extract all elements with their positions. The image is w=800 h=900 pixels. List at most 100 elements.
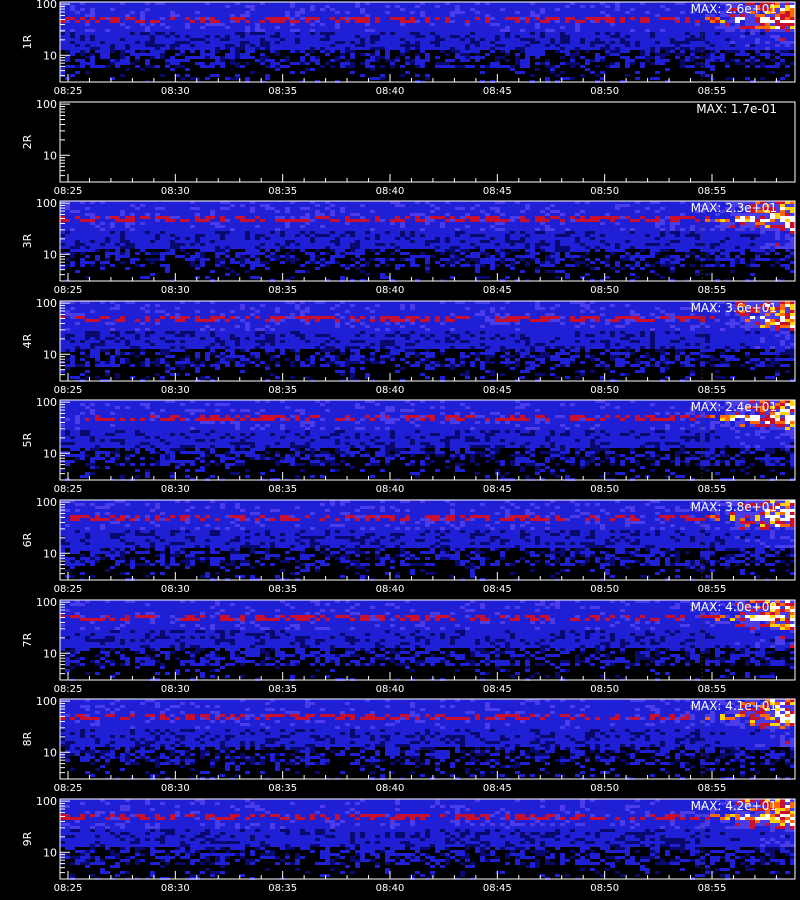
heatmap-cell	[410, 213, 415, 216]
heatmap-cell	[415, 59, 420, 62]
heatmap-cell	[575, 62, 580, 65]
heatmap-cell	[470, 5, 475, 8]
heatmap-cell	[170, 62, 175, 65]
heatmap-cell	[745, 222, 750, 225]
heatmap-cell	[705, 53, 710, 56]
heatmap-cell	[785, 17, 790, 20]
heatmap-cell	[75, 23, 80, 26]
heatmap-cell	[370, 59, 375, 62]
heatmap-cell	[530, 225, 535, 228]
heatmap-cell	[640, 62, 645, 65]
heatmap-cell	[270, 41, 275, 44]
heatmap-cell	[250, 56, 255, 59]
heatmap-cell	[600, 29, 605, 32]
heatmap-cell	[750, 56, 755, 59]
heatmap-cell	[675, 38, 680, 41]
heatmap-cell	[595, 11, 600, 14]
heatmap-cell	[500, 5, 505, 8]
heatmap-cell	[260, 32, 265, 35]
heatmap-cell	[115, 8, 120, 11]
heatmap-cell	[150, 29, 155, 32]
heatmap-cell	[475, 225, 480, 228]
heatmap-cell	[590, 8, 595, 11]
heatmap-cell	[740, 35, 745, 38]
heatmap-cell	[125, 210, 130, 213]
heatmap-cell	[575, 41, 580, 44]
heatmap-cell	[760, 44, 765, 47]
heatmap-cell	[215, 225, 220, 228]
heatmap-cell	[105, 65, 110, 68]
heatmap-cell	[65, 11, 70, 14]
heatmap-cell	[230, 237, 235, 240]
heatmap-cell	[230, 20, 235, 23]
heatmap-cell	[95, 11, 100, 14]
heatmap-cell	[440, 17, 445, 20]
heatmap-cell	[780, 26, 785, 29]
heatmap-cell	[220, 29, 225, 32]
heatmap-cell	[725, 231, 730, 234]
heatmap-cell	[160, 35, 165, 38]
heatmap-cell	[345, 14, 350, 17]
heatmap-cell	[305, 23, 310, 26]
heatmap-cell	[420, 216, 425, 219]
heatmap-cell	[340, 225, 345, 228]
heatmap-cell	[150, 53, 155, 56]
heatmap-cell	[265, 20, 270, 23]
heatmap-cell	[755, 234, 760, 237]
heatmap-cell	[460, 32, 465, 35]
heatmap-cell	[155, 213, 160, 216]
heatmap-cell	[775, 219, 780, 222]
heatmap-cell	[595, 20, 600, 23]
heatmap-cell	[480, 11, 485, 14]
heatmap-cell	[425, 29, 430, 32]
heatmap-cell	[255, 20, 260, 23]
heatmap-cell	[745, 17, 750, 20]
heatmap-cell	[275, 29, 280, 32]
heatmap-cell	[160, 207, 165, 210]
heatmap-cell	[440, 234, 445, 237]
heatmap-cell	[470, 225, 475, 228]
heatmap-cell	[395, 237, 400, 240]
heatmap-cell	[240, 20, 245, 23]
heatmap-cell	[675, 213, 680, 216]
heatmap-cell	[120, 41, 125, 44]
heatmap-cell	[665, 231, 670, 234]
heatmap-cell	[290, 8, 295, 11]
heatmap-cell	[210, 219, 215, 222]
heatmap-cell	[95, 23, 100, 26]
heatmap-cell	[500, 17, 505, 20]
heatmap-cell	[585, 216, 590, 219]
heatmap-cell	[185, 219, 190, 222]
heatmap-cell	[325, 8, 330, 11]
heatmap-cell	[565, 35, 570, 38]
heatmap-cell	[745, 228, 750, 231]
heatmap-cell	[415, 228, 420, 231]
heatmap-cell	[680, 65, 685, 68]
heatmap-cell	[780, 14, 785, 17]
heatmap-cell	[500, 225, 505, 228]
heatmap-cell	[170, 23, 175, 26]
heatmap-cell	[345, 47, 350, 50]
heatmap-cell	[590, 14, 595, 17]
heatmap-cell	[650, 237, 655, 240]
heatmap-cell	[635, 207, 640, 210]
heatmap-cell	[225, 234, 230, 237]
heatmap-cell	[400, 26, 405, 29]
heatmap-cell	[455, 237, 460, 240]
heatmap-cell	[490, 210, 495, 213]
heatmap-cell	[195, 38, 200, 41]
heatmap-cell	[520, 219, 525, 222]
heatmap-cell	[135, 216, 140, 219]
heatmap-cell	[685, 228, 690, 231]
heatmap-cell	[665, 216, 670, 219]
heatmap-cell	[370, 204, 375, 207]
heatmap-cell	[560, 14, 565, 17]
heatmap-cell	[535, 23, 540, 26]
heatmap-cell	[230, 47, 235, 50]
heatmap-cell	[175, 62, 180, 65]
heatmap-cell	[260, 8, 265, 11]
heatmap-cell	[255, 14, 260, 17]
heatmap-cell	[85, 17, 90, 20]
heatmap-cell	[555, 5, 560, 8]
heatmap-cell	[175, 231, 180, 234]
